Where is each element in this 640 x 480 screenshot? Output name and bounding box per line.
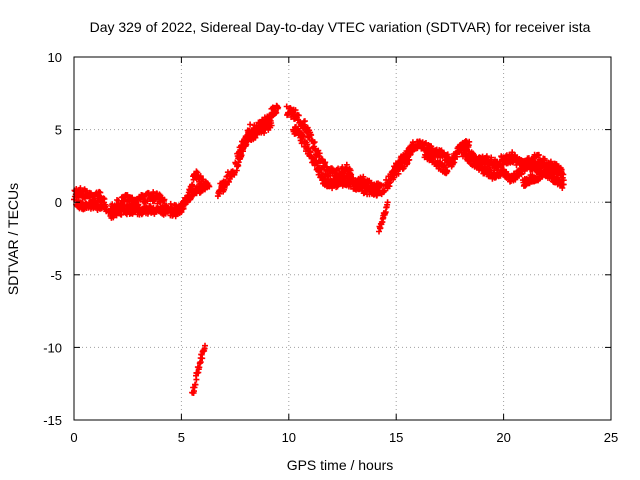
data-point xyxy=(368,179,375,186)
y-tick-label: 5 xyxy=(55,123,62,138)
y-tick-label: 0 xyxy=(55,195,62,210)
data-point xyxy=(261,129,268,136)
ticks: 0 5 10 15 20 25 -15 -10 -5 0 5 10 xyxy=(43,50,618,445)
data-track xyxy=(189,342,208,396)
y-tick-label: -15 xyxy=(43,413,62,428)
data-point xyxy=(428,143,435,150)
data-point xyxy=(404,160,411,167)
x-tick-label: 10 xyxy=(282,430,296,445)
data-point xyxy=(98,205,105,212)
data-point xyxy=(466,138,473,145)
y-tick-label: -5 xyxy=(50,268,62,283)
data-point xyxy=(550,171,557,178)
data-point xyxy=(483,153,490,160)
data-track xyxy=(107,202,185,221)
data-point xyxy=(313,159,320,166)
data-point xyxy=(273,109,280,116)
y-tick-label: -10 xyxy=(43,340,62,355)
x-tick-label: 0 xyxy=(70,430,77,445)
data-point xyxy=(454,153,460,160)
data-point xyxy=(304,141,311,148)
data-point xyxy=(225,178,232,185)
data-point xyxy=(475,157,482,164)
data-point xyxy=(193,376,200,383)
data-point xyxy=(541,155,548,162)
data-point xyxy=(558,177,565,184)
data-point xyxy=(295,112,302,119)
data-point xyxy=(235,155,242,162)
data-track xyxy=(73,197,105,213)
data-point xyxy=(101,196,108,202)
y-tick-label: 10 xyxy=(48,50,62,65)
data-track xyxy=(519,169,567,191)
data-point xyxy=(432,154,438,161)
data-points xyxy=(71,102,567,396)
data-point xyxy=(318,169,325,176)
data-point xyxy=(199,355,206,362)
y-axis-label: SDTVAR / TECUs xyxy=(5,183,21,295)
data-point xyxy=(202,342,208,349)
data-point xyxy=(311,139,318,146)
data-point xyxy=(444,168,451,175)
chart-title: Day 329 of 2022, Sidereal Day-to-day VTE… xyxy=(90,19,591,35)
data-point xyxy=(450,159,456,166)
data-track xyxy=(234,117,275,162)
data-point xyxy=(240,145,246,152)
x-tick-label: 25 xyxy=(604,430,618,445)
data-point xyxy=(384,199,391,206)
data-track xyxy=(178,181,208,212)
data-point xyxy=(392,168,399,175)
x-tick-label: 20 xyxy=(496,430,510,445)
data-point xyxy=(161,196,168,203)
data-point xyxy=(202,185,208,191)
data-point xyxy=(343,161,350,168)
plot-frame xyxy=(73,56,612,421)
data-track xyxy=(71,185,110,215)
data-point xyxy=(188,193,195,200)
data-point xyxy=(192,381,199,388)
data-point xyxy=(300,133,307,140)
data-point xyxy=(221,185,228,191)
data-point xyxy=(275,104,282,111)
data-point xyxy=(535,151,542,158)
data-point xyxy=(97,189,104,196)
data-track xyxy=(391,138,458,175)
data-point xyxy=(301,118,308,125)
data-point xyxy=(509,149,516,156)
data-point xyxy=(292,107,299,114)
data-point xyxy=(560,171,567,178)
data-track xyxy=(376,199,391,235)
data-point xyxy=(316,150,323,157)
data-point xyxy=(322,159,329,166)
x-tick-label: 15 xyxy=(389,430,403,445)
data-point xyxy=(317,166,324,173)
x-tick-label: 5 xyxy=(178,430,185,445)
data-point xyxy=(197,359,204,366)
data-point xyxy=(444,151,451,158)
data-point xyxy=(197,173,204,180)
x-axis-label: GPS time / hours xyxy=(287,457,394,473)
data-point xyxy=(268,122,275,129)
data-point xyxy=(386,179,393,186)
data-point xyxy=(560,181,567,188)
